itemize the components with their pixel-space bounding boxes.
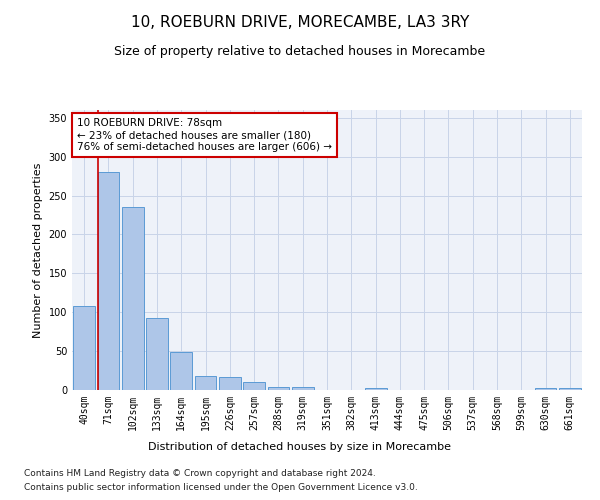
Text: Size of property relative to detached houses in Morecambe: Size of property relative to detached ho… [115, 45, 485, 58]
Bar [122, 207, 143, 390]
Bar [268, 387, 289, 390]
Text: Contains HM Land Registry data © Crown copyright and database right 2024.: Contains HM Land Registry data © Crown c… [24, 468, 376, 477]
Bar [243, 382, 265, 390]
Text: Contains public sector information licensed under the Open Government Licence v3: Contains public sector information licen… [24, 484, 418, 492]
Bar [219, 377, 241, 390]
Bar [365, 388, 386, 390]
Text: 10, ROEBURN DRIVE, MORECAMBE, LA3 3RY: 10, ROEBURN DRIVE, MORECAMBE, LA3 3RY [131, 15, 469, 30]
Text: Distribution of detached houses by size in Morecambe: Distribution of detached houses by size … [149, 442, 452, 452]
Text: 10 ROEBURN DRIVE: 78sqm
← 23% of detached houses are smaller (180)
76% of semi-d: 10 ROEBURN DRIVE: 78sqm ← 23% of detache… [77, 118, 332, 152]
Y-axis label: Number of detached properties: Number of detached properties [33, 162, 43, 338]
Bar [292, 387, 314, 390]
Bar [73, 306, 95, 390]
Bar [97, 172, 119, 390]
Bar [146, 318, 168, 390]
Bar [559, 388, 581, 390]
Bar [170, 352, 192, 390]
Bar [194, 376, 217, 390]
Bar [535, 388, 556, 390]
